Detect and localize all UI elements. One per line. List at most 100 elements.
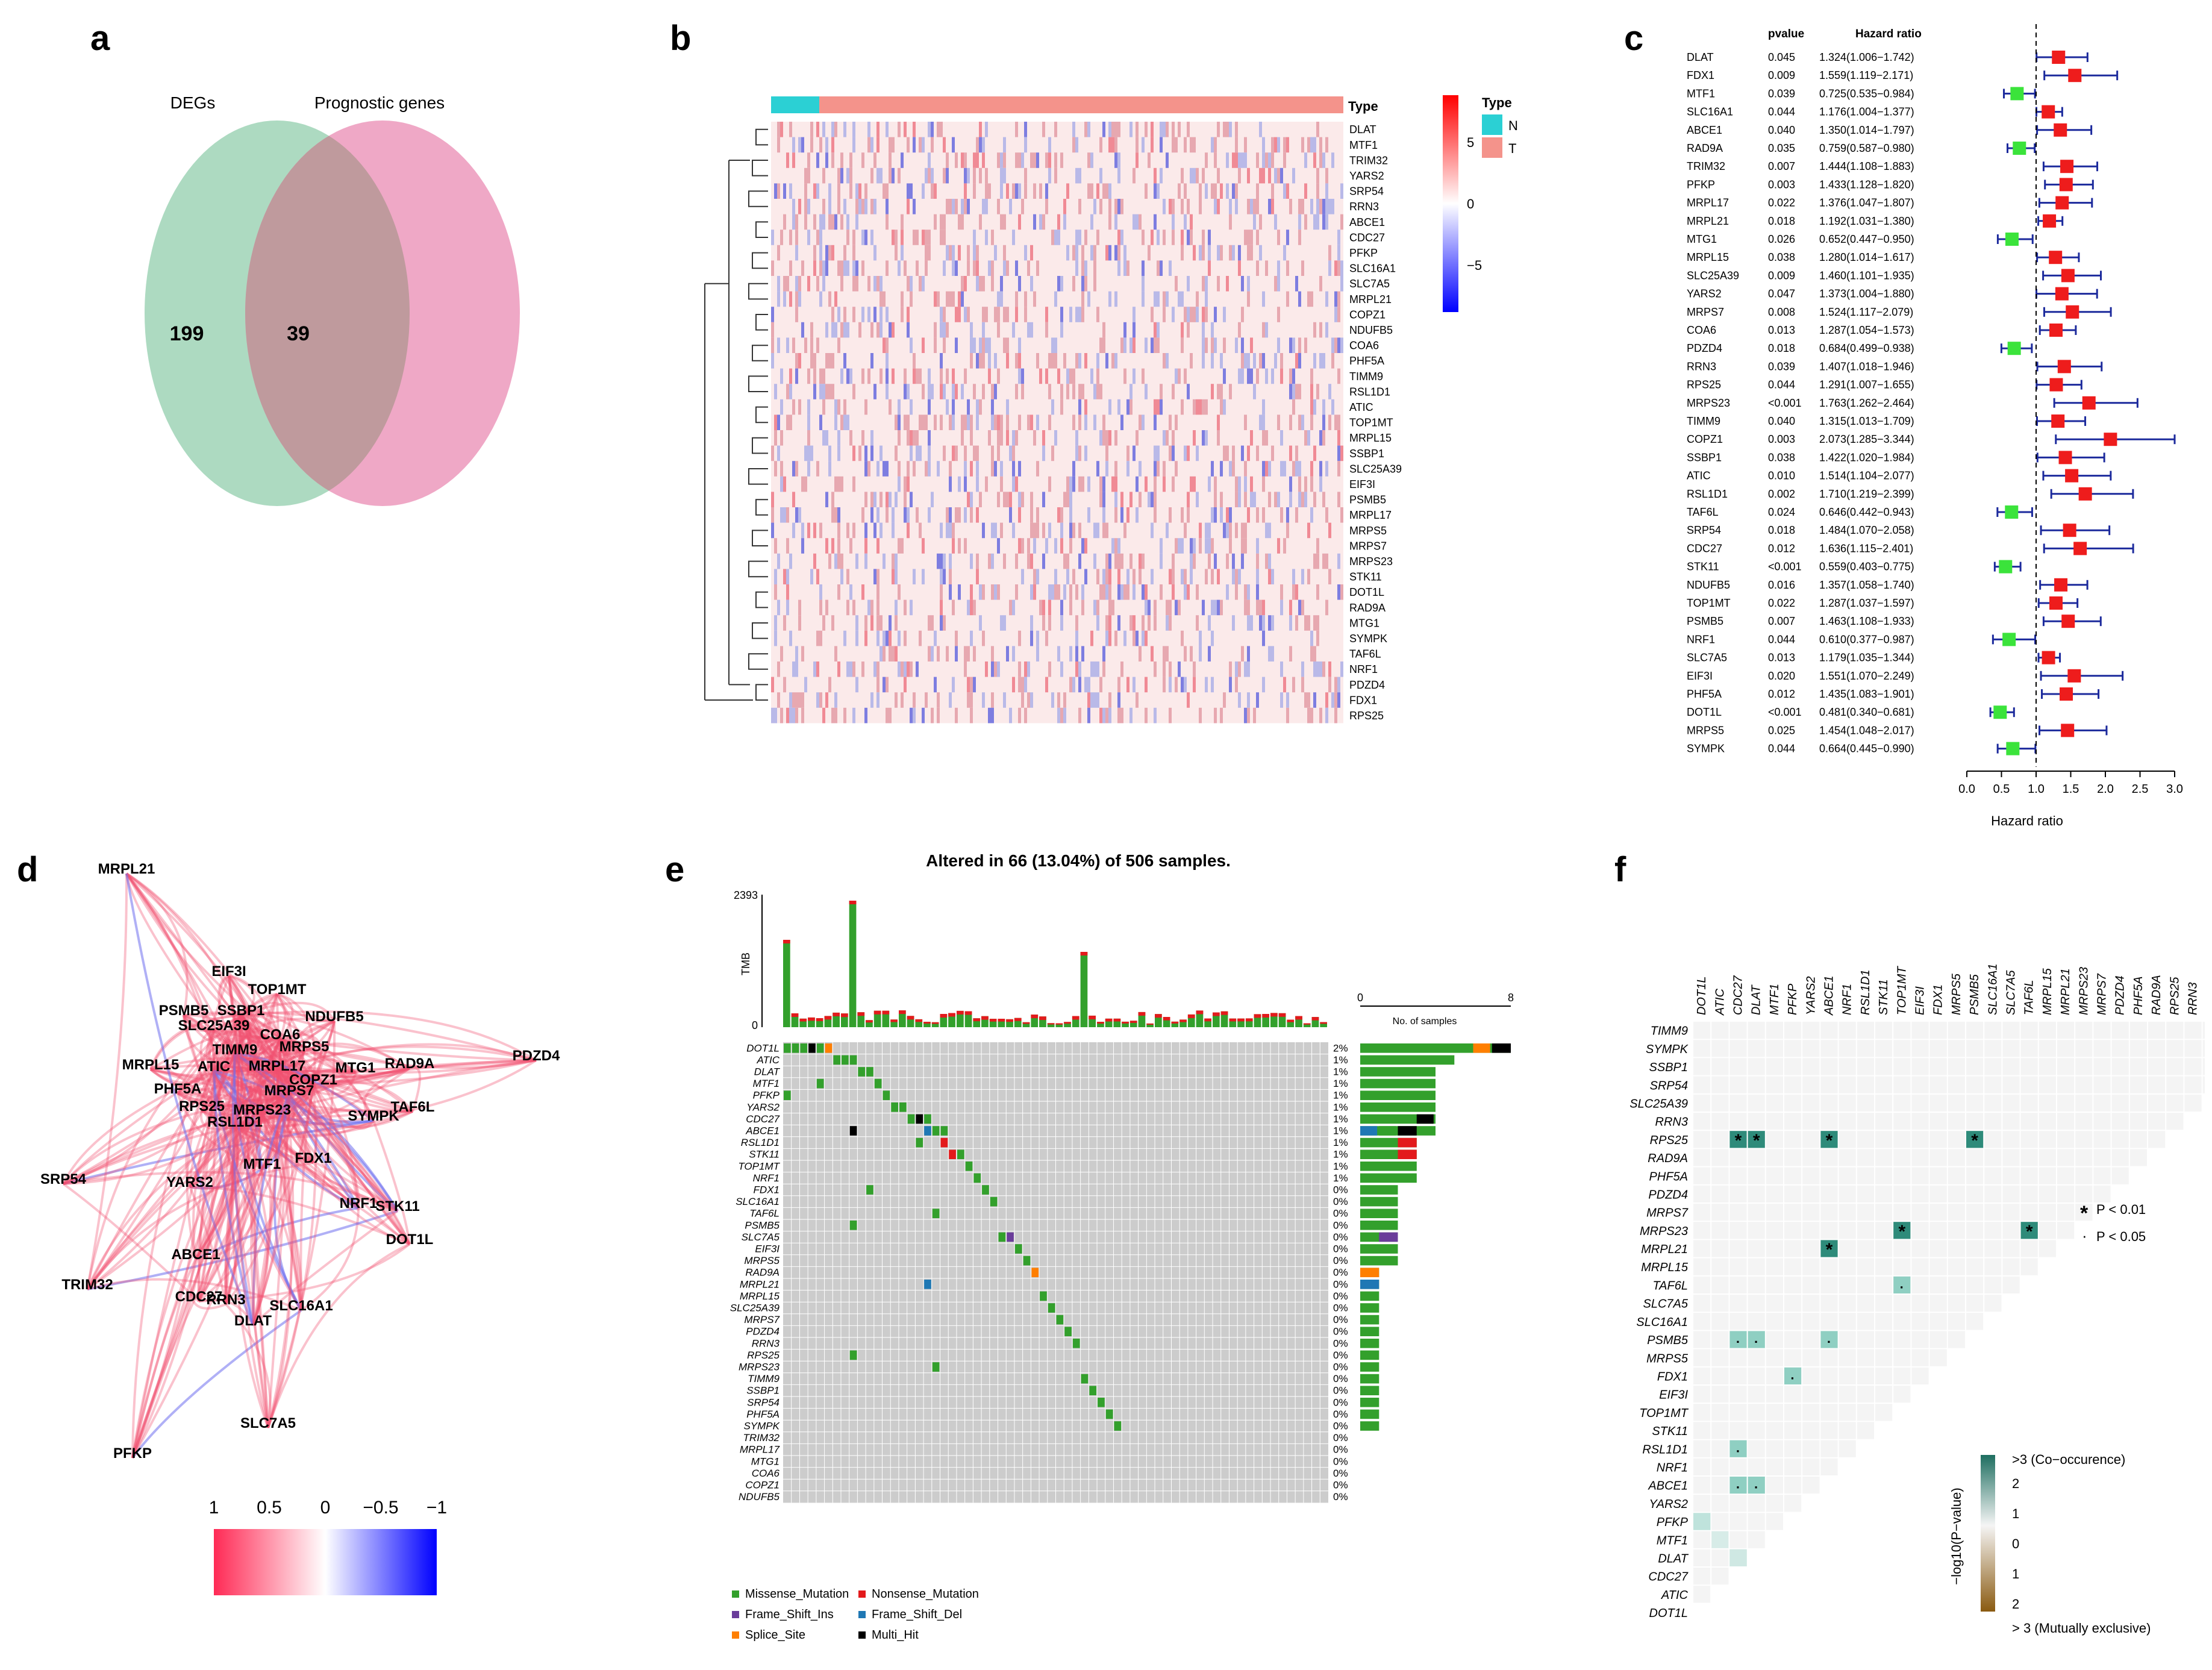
- forest-point: [2049, 251, 2063, 264]
- network-edge: [210, 1051, 278, 1072]
- cooccurrence-cell: [1984, 1076, 2002, 1093]
- heatmap-cell: [1232, 461, 1235, 477]
- heatmap-cell: [1229, 214, 1232, 230]
- heatmap-cell: [1325, 599, 1328, 616]
- heatmap-cell: [843, 122, 846, 137]
- heatmap-cell: [1166, 152, 1169, 168]
- heatmap-cell: [789, 183, 792, 199]
- heatmap-cell: [949, 584, 952, 600]
- cooccurrence-cell: [1984, 1058, 2002, 1075]
- heatmap-cell: [1117, 692, 1120, 708]
- network-edge: [231, 1126, 269, 1428]
- heatmap-cell: [1012, 599, 1015, 616]
- heatmap-cell: [1063, 707, 1066, 724]
- heatmap-cell: [907, 384, 910, 399]
- heatmap-cell: [952, 599, 955, 616]
- oncoplot-percent: 1%: [1333, 1078, 1348, 1089]
- cooccurrence-cell: [1929, 1185, 1947, 1202]
- heatmap-cell: [879, 322, 883, 338]
- network-node-label: NDUFB5: [305, 1009, 363, 1025]
- heatmap-cell: [1262, 476, 1265, 492]
- heatmap-cell: [1340, 661, 1343, 677]
- cooccurrence-cell: [1693, 1204, 1711, 1221]
- tmb-bar-nonsense: [1113, 1018, 1121, 1022]
- heatmap-cell: [913, 692, 916, 708]
- heatmap-cell: [1265, 430, 1268, 446]
- heatmap-cell: [940, 584, 943, 600]
- heatmap-cell: [1006, 414, 1009, 430]
- heatmap-cell: [1003, 692, 1006, 708]
- cooccurrence-cell: [2129, 1058, 2147, 1075]
- heatmap-cell: [1277, 167, 1280, 184]
- heatmap-cell: [1268, 199, 1271, 214]
- heatmap-cell: [991, 584, 994, 600]
- heatmap-cell: [1133, 167, 1136, 184]
- forest-pvalue: 0.002: [1768, 488, 1795, 500]
- heatmap-cell: [1166, 430, 1169, 446]
- heatmap-cell: [840, 368, 843, 384]
- cooccurrence-cell: [2166, 1022, 2184, 1039]
- heatmap-cell: [1048, 167, 1051, 184]
- heatmap-cell: [1316, 199, 1319, 214]
- heatmap-cell: [952, 399, 955, 415]
- heatmap-cell: [925, 692, 928, 708]
- forest-point: [2059, 178, 2073, 192]
- heatmap-cell: [1036, 461, 1039, 477]
- heatmap-cell: [904, 260, 907, 276]
- cooccurrence-row-label: CDC27: [1648, 1571, 1688, 1584]
- oncoplot-gene-label: PSMB5: [745, 1219, 780, 1231]
- heatmap-cell: [997, 307, 1000, 322]
- heatmap-cell: [1003, 615, 1006, 631]
- heatmap-cell: [1217, 430, 1220, 446]
- heatmap-cell: [943, 553, 946, 569]
- heatmap-cell: [1000, 476, 1003, 492]
- heatmap-cell: [774, 584, 777, 600]
- cooccurrence-cell: [1729, 1094, 1747, 1112]
- tmb-bar-nonsense: [1245, 1018, 1253, 1022]
- network-edge: [279, 1039, 411, 1245]
- network-edge: [228, 975, 281, 1040]
- heatmap-cell: [1105, 522, 1108, 539]
- cooccurrence-cell: [1929, 1058, 1947, 1075]
- tmb-bar-nonsense: [1055, 1023, 1063, 1025]
- heatmap-cell: [1268, 492, 1271, 507]
- heatmap-cell: [1120, 507, 1123, 523]
- heatmap-cell: [1012, 230, 1015, 245]
- heatmap-cell: [1298, 599, 1301, 616]
- heatmap-cell: [870, 599, 873, 616]
- cooccurrence-cell: [1911, 1313, 1929, 1330]
- network-edge: [213, 1050, 305, 1085]
- network-edge: [240, 1013, 411, 1069]
- heatmap-cell: [1220, 599, 1223, 616]
- forest-pvalue: 0.018: [1768, 215, 1795, 227]
- heatmap-cell: [813, 553, 816, 569]
- mutation-legend-swatch: [858, 1590, 866, 1598]
- heatmap-cell: [1018, 368, 1021, 384]
- heatmap-cell: [1226, 553, 1229, 569]
- network-edge: [240, 1014, 411, 1245]
- cooccurrence-cell: [1857, 1167, 1874, 1184]
- heatmap-cell: [1172, 199, 1175, 214]
- heatmap-cell: [777, 276, 780, 292]
- panel-label-b: b: [670, 19, 692, 58]
- cooccurrence-col-label: ATIC: [1713, 988, 1726, 1016]
- tmb-bar-nonsense: [1220, 1011, 1228, 1015]
- heatmap-cell: [943, 260, 946, 276]
- heatmap-cell: [1114, 507, 1117, 523]
- mutation-legend-label: Multi_Hit: [872, 1628, 919, 1642]
- heatmap-cell: [904, 384, 907, 399]
- oncoplot-percent: 1%: [1333, 1125, 1348, 1137]
- heatmap-cell: [1154, 322, 1157, 338]
- heatmap-cell: [849, 152, 852, 168]
- heatmap-cell: [1163, 661, 1166, 677]
- heatmap-cell: [1102, 414, 1105, 430]
- heatmap-cell: [795, 245, 798, 261]
- heatmap-cell: [1265, 553, 1268, 569]
- heatmap-cell: [1021, 569, 1024, 584]
- heatmap-cell: [991, 399, 994, 415]
- heatmap-cell: [1256, 569, 1259, 584]
- cooccurrence-cell: [1948, 1276, 1965, 1293]
- forest-pvalue: 0.003: [1768, 433, 1795, 445]
- heatmap-cell: [1075, 584, 1078, 600]
- network-edge: [63, 1113, 263, 1185]
